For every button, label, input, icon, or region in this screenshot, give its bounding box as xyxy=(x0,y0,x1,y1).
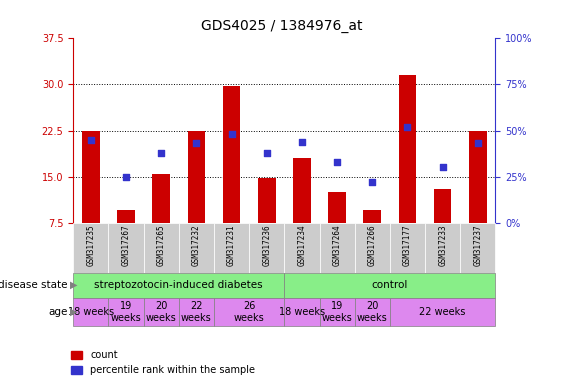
Text: GSM317234: GSM317234 xyxy=(297,224,306,266)
Legend: count, percentile rank within the sample: count, percentile rank within the sample xyxy=(67,346,259,379)
Point xyxy=(157,150,166,156)
Text: GSM317236: GSM317236 xyxy=(262,224,271,266)
Bar xyxy=(179,298,214,326)
Bar xyxy=(355,298,390,326)
Bar xyxy=(284,223,320,273)
Text: GSM317231: GSM317231 xyxy=(227,224,236,266)
Text: age: age xyxy=(48,307,68,317)
Bar xyxy=(390,298,495,326)
Point xyxy=(86,137,95,143)
Bar xyxy=(249,223,284,273)
Bar xyxy=(117,210,135,223)
Point xyxy=(368,179,377,185)
Point xyxy=(438,164,447,170)
Bar xyxy=(82,131,100,223)
Text: disease state: disease state xyxy=(0,280,68,290)
Bar xyxy=(469,131,486,223)
Point xyxy=(403,124,412,130)
Point xyxy=(122,174,131,180)
Text: 19
weeks: 19 weeks xyxy=(321,301,352,323)
Bar xyxy=(144,298,179,326)
Point xyxy=(192,141,201,147)
Bar xyxy=(187,131,205,223)
Text: 26
weeks: 26 weeks xyxy=(234,301,265,323)
Text: 22 weeks: 22 weeks xyxy=(419,307,466,317)
Bar xyxy=(73,223,108,273)
Bar xyxy=(73,298,108,326)
Bar xyxy=(284,273,495,298)
Bar xyxy=(258,179,275,223)
Text: 20
weeks: 20 weeks xyxy=(146,301,177,323)
Bar xyxy=(214,298,284,326)
Text: 20
weeks: 20 weeks xyxy=(357,301,388,323)
Text: 18 weeks: 18 weeks xyxy=(68,307,114,317)
Text: GSM317265: GSM317265 xyxy=(157,224,166,266)
Text: GDS4025 / 1384976_at: GDS4025 / 1384976_at xyxy=(201,19,362,33)
Text: ▶: ▶ xyxy=(70,307,78,317)
Bar xyxy=(214,223,249,273)
Bar xyxy=(293,158,311,223)
Point xyxy=(333,159,342,165)
Text: 22
weeks: 22 weeks xyxy=(181,301,212,323)
Bar xyxy=(425,223,461,273)
Point xyxy=(262,150,271,156)
Text: GSM317264: GSM317264 xyxy=(333,224,342,266)
Bar xyxy=(73,273,284,298)
Bar xyxy=(153,174,170,223)
Bar xyxy=(108,223,144,273)
Text: GSM317177: GSM317177 xyxy=(403,224,412,266)
Point xyxy=(297,139,306,145)
Bar xyxy=(355,223,390,273)
Bar xyxy=(320,298,355,326)
Text: GSM317235: GSM317235 xyxy=(86,224,95,266)
Point xyxy=(473,141,482,147)
Text: 19
weeks: 19 weeks xyxy=(110,301,141,323)
Text: control: control xyxy=(372,280,408,290)
Bar xyxy=(399,75,416,223)
Text: ▶: ▶ xyxy=(70,280,78,290)
Text: GSM317267: GSM317267 xyxy=(122,224,131,266)
Text: GSM317233: GSM317233 xyxy=(438,224,447,266)
Bar xyxy=(461,223,495,273)
Point xyxy=(227,131,236,137)
Bar xyxy=(284,298,320,326)
Bar xyxy=(223,86,240,223)
Bar xyxy=(108,298,144,326)
Text: 18 weeks: 18 weeks xyxy=(279,307,325,317)
Text: GSM317232: GSM317232 xyxy=(192,224,201,266)
Bar xyxy=(328,192,346,223)
Text: GSM317266: GSM317266 xyxy=(368,224,377,266)
Bar xyxy=(179,223,214,273)
Bar xyxy=(434,189,452,223)
Bar xyxy=(364,210,381,223)
Text: streptozotocin-induced diabetes: streptozotocin-induced diabetes xyxy=(95,280,263,290)
Bar xyxy=(144,223,179,273)
Text: GSM317237: GSM317237 xyxy=(473,224,482,266)
Bar xyxy=(390,223,425,273)
Bar xyxy=(320,223,355,273)
